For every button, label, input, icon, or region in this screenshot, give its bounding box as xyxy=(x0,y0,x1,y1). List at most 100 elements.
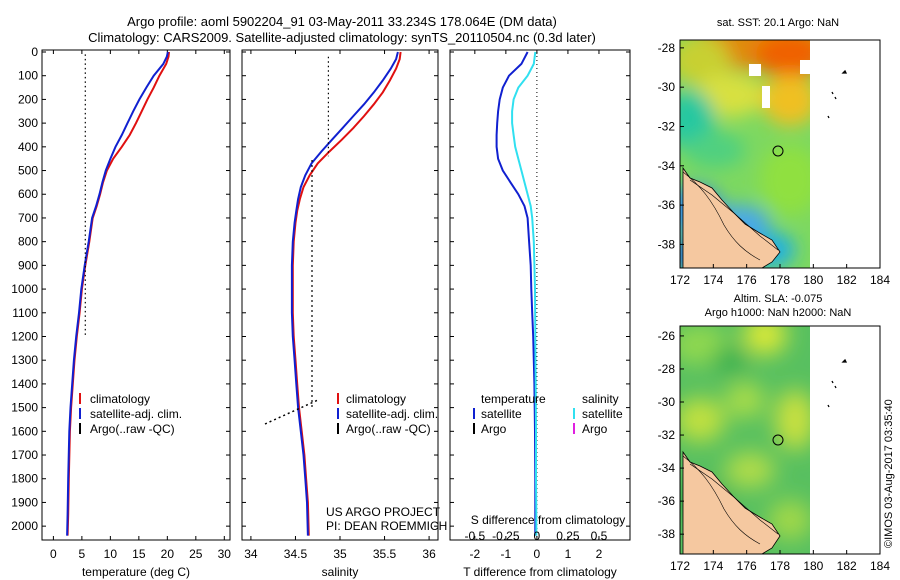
pi-label: PI: DEAN ROEMMICH xyxy=(326,519,447,533)
legend-climatology-label: climatology xyxy=(90,392,150,406)
map-y-tick-label: -38 xyxy=(658,237,676,251)
legend-sal-satellite-label: satellite xyxy=(582,407,623,421)
depth-tick-label: 1100 xyxy=(12,306,38,320)
temperature-axes-frame xyxy=(41,49,231,541)
salinity-legend: climatology satellite-adj. clim. Argo(..… xyxy=(337,392,438,436)
salinity-x-ticks: 34 34.5 35 35.5 36 xyxy=(244,50,436,561)
s-difference-tick-label: -0.5 xyxy=(464,529,485,543)
depth-tick-label: 1300 xyxy=(11,353,38,367)
map-x-tick-label: 174 xyxy=(703,273,723,287)
depth-tick-label: 0 xyxy=(31,45,38,59)
legend-temp-argo-label: Argo xyxy=(481,422,507,436)
map-x-tick-label: 172 xyxy=(670,559,690,573)
x-tick-label: 35.5 xyxy=(373,547,397,561)
depth-tick-label: 200 xyxy=(18,92,38,106)
sla-map-ticks: 172 174 176 178 180 182 184 -26 -28 -30 -32 -34 -36 -… xyxy=(658,329,891,573)
depth-tick-label: 1000 xyxy=(11,282,38,296)
depth-tick-label: 1700 xyxy=(11,448,38,462)
map-x-tick-label: 178 xyxy=(770,273,790,287)
series-line-climatology xyxy=(66,51,170,536)
depth-tick-label: 1900 xyxy=(11,495,38,509)
x-tick-label: 30 xyxy=(218,547,232,561)
legend-climatology-label: climatology xyxy=(346,392,406,406)
series-line-satellite-adj-clim- xyxy=(66,51,169,536)
depth-tick-label: 1500 xyxy=(11,401,38,415)
map-y-tick-label: -32 xyxy=(658,428,676,442)
x-tick-label: 15 xyxy=(132,547,146,561)
series-line-satellite-adj-clim- xyxy=(290,51,399,536)
x-tick-label: 10 xyxy=(104,547,118,561)
s-difference-tick-label: 0.5 xyxy=(591,529,608,543)
legend-argo-label: Argo(..raw -QC) xyxy=(346,422,431,436)
difference-panel: -2 -1 0 1 2 temperature satellite Argo salin… xyxy=(449,49,631,579)
figure-title-line2: Climatology: CARS2009. Satellite-adjuste… xyxy=(88,30,596,45)
x-tick-label: -1 xyxy=(501,547,512,561)
legend-satellite-label: satellite-adj. clim. xyxy=(90,407,182,421)
map-y-tick-label: -38 xyxy=(658,527,676,541)
difference-x-ticks: -2 -1 0 1 2 xyxy=(469,50,603,561)
map-x-tick-label: 174 xyxy=(703,559,723,573)
depth-tick-label: 700 xyxy=(18,211,38,225)
map-y-tick-label: -34 xyxy=(658,159,676,173)
x-tick-label: 34.5 xyxy=(284,547,308,561)
sst-map-ticks: 172 174 176 178 180 182 184 -28 -30 -32 -34 -36 -38 xyxy=(658,41,891,287)
map-y-tick-label: -30 xyxy=(658,80,676,94)
s-difference-ticks: -0.5 -0.25 0 0.25 0.5 xyxy=(464,529,607,543)
map-y-tick-label: -36 xyxy=(658,494,676,508)
legend-temperature-title: temperature xyxy=(481,392,546,406)
x-tick-label: 35 xyxy=(333,547,347,561)
depth-tick-label: 600 xyxy=(18,187,38,201)
depth-tick-label: 1400 xyxy=(11,377,38,391)
depth-tick-label: 1200 xyxy=(11,329,38,343)
land-mass-icon xyxy=(682,450,781,554)
legend-salinity-title: salinity xyxy=(582,392,619,406)
x-tick-label: 0 xyxy=(50,547,57,561)
x-tick-label: 1 xyxy=(565,547,572,561)
difference-series xyxy=(495,51,538,536)
s-difference-tick-label: -0.25 xyxy=(492,529,520,543)
salinity-depth-ticks xyxy=(242,51,438,527)
temperature-panel: 0100200300400500600700800900100011001200… xyxy=(11,45,231,579)
legend-temp-satellite-label: satellite xyxy=(481,407,522,421)
depth-tick-label: 1800 xyxy=(11,472,38,486)
x-tick-label: 2 xyxy=(596,547,603,561)
sla-field xyxy=(680,326,815,554)
depth-tick-label: 2000 xyxy=(11,519,38,533)
map-y-tick-label: -34 xyxy=(658,461,676,475)
figure-title-line1: Argo profile: aoml 5902204_91 03-May-201… xyxy=(127,14,557,29)
salinity-axes-frame xyxy=(241,49,439,541)
sla-map-title-line2: Argo h1000: NaN h2000: NaN xyxy=(705,307,852,319)
depth-tick-label: 800 xyxy=(18,235,38,249)
sst-map-title: sat. SST: 20.1 Argo: NaN xyxy=(717,17,839,29)
map-y-tick-label: -36 xyxy=(658,198,676,212)
x-tick-label: 0 xyxy=(534,547,541,561)
sla-map: Altim. SLA: -0.075 Argo h1000: NaN h2000… xyxy=(658,293,891,573)
x-tick-label: 5 xyxy=(79,547,86,561)
temperature-legend: climatology satellite-adj. clim. Argo(..… xyxy=(79,392,182,436)
map-x-tick-label: 180 xyxy=(803,273,823,287)
temperature-series xyxy=(66,51,170,536)
depth-tick-label: 500 xyxy=(18,164,38,178)
map-x-tick-label: 176 xyxy=(737,273,757,287)
project-label: US ARGO PROJECT xyxy=(326,505,441,519)
map-x-tick-label: 180 xyxy=(803,559,823,573)
depth-tick-label: 400 xyxy=(18,140,38,154)
map-y-tick-label: -28 xyxy=(658,362,676,376)
map-y-tick-label: -32 xyxy=(658,119,676,133)
map-x-tick-label: 172 xyxy=(670,273,690,287)
map-x-tick-label: 184 xyxy=(870,273,890,287)
salinity-series xyxy=(290,51,402,536)
map-x-tick-label: 182 xyxy=(837,273,857,287)
legend-sal-argo-label: Argo xyxy=(582,422,608,436)
series-line-temperature-satellite xyxy=(495,51,537,536)
difference-legend: temperature satellite Argo salinity sate… xyxy=(473,392,623,436)
x-tick-label: 25 xyxy=(189,547,203,561)
depth-tick-label: 300 xyxy=(18,116,38,130)
map-x-tick-label: 178 xyxy=(770,559,790,573)
sla-map-title-line1: Altim. SLA: -0.075 xyxy=(734,293,823,305)
legend-satellite-label: satellite-adj. clim. xyxy=(346,407,438,421)
argo-location-marker-icon xyxy=(772,434,784,446)
t-difference-label: T difference from climatology xyxy=(463,565,617,579)
salinity-x-label: salinity xyxy=(322,565,359,579)
